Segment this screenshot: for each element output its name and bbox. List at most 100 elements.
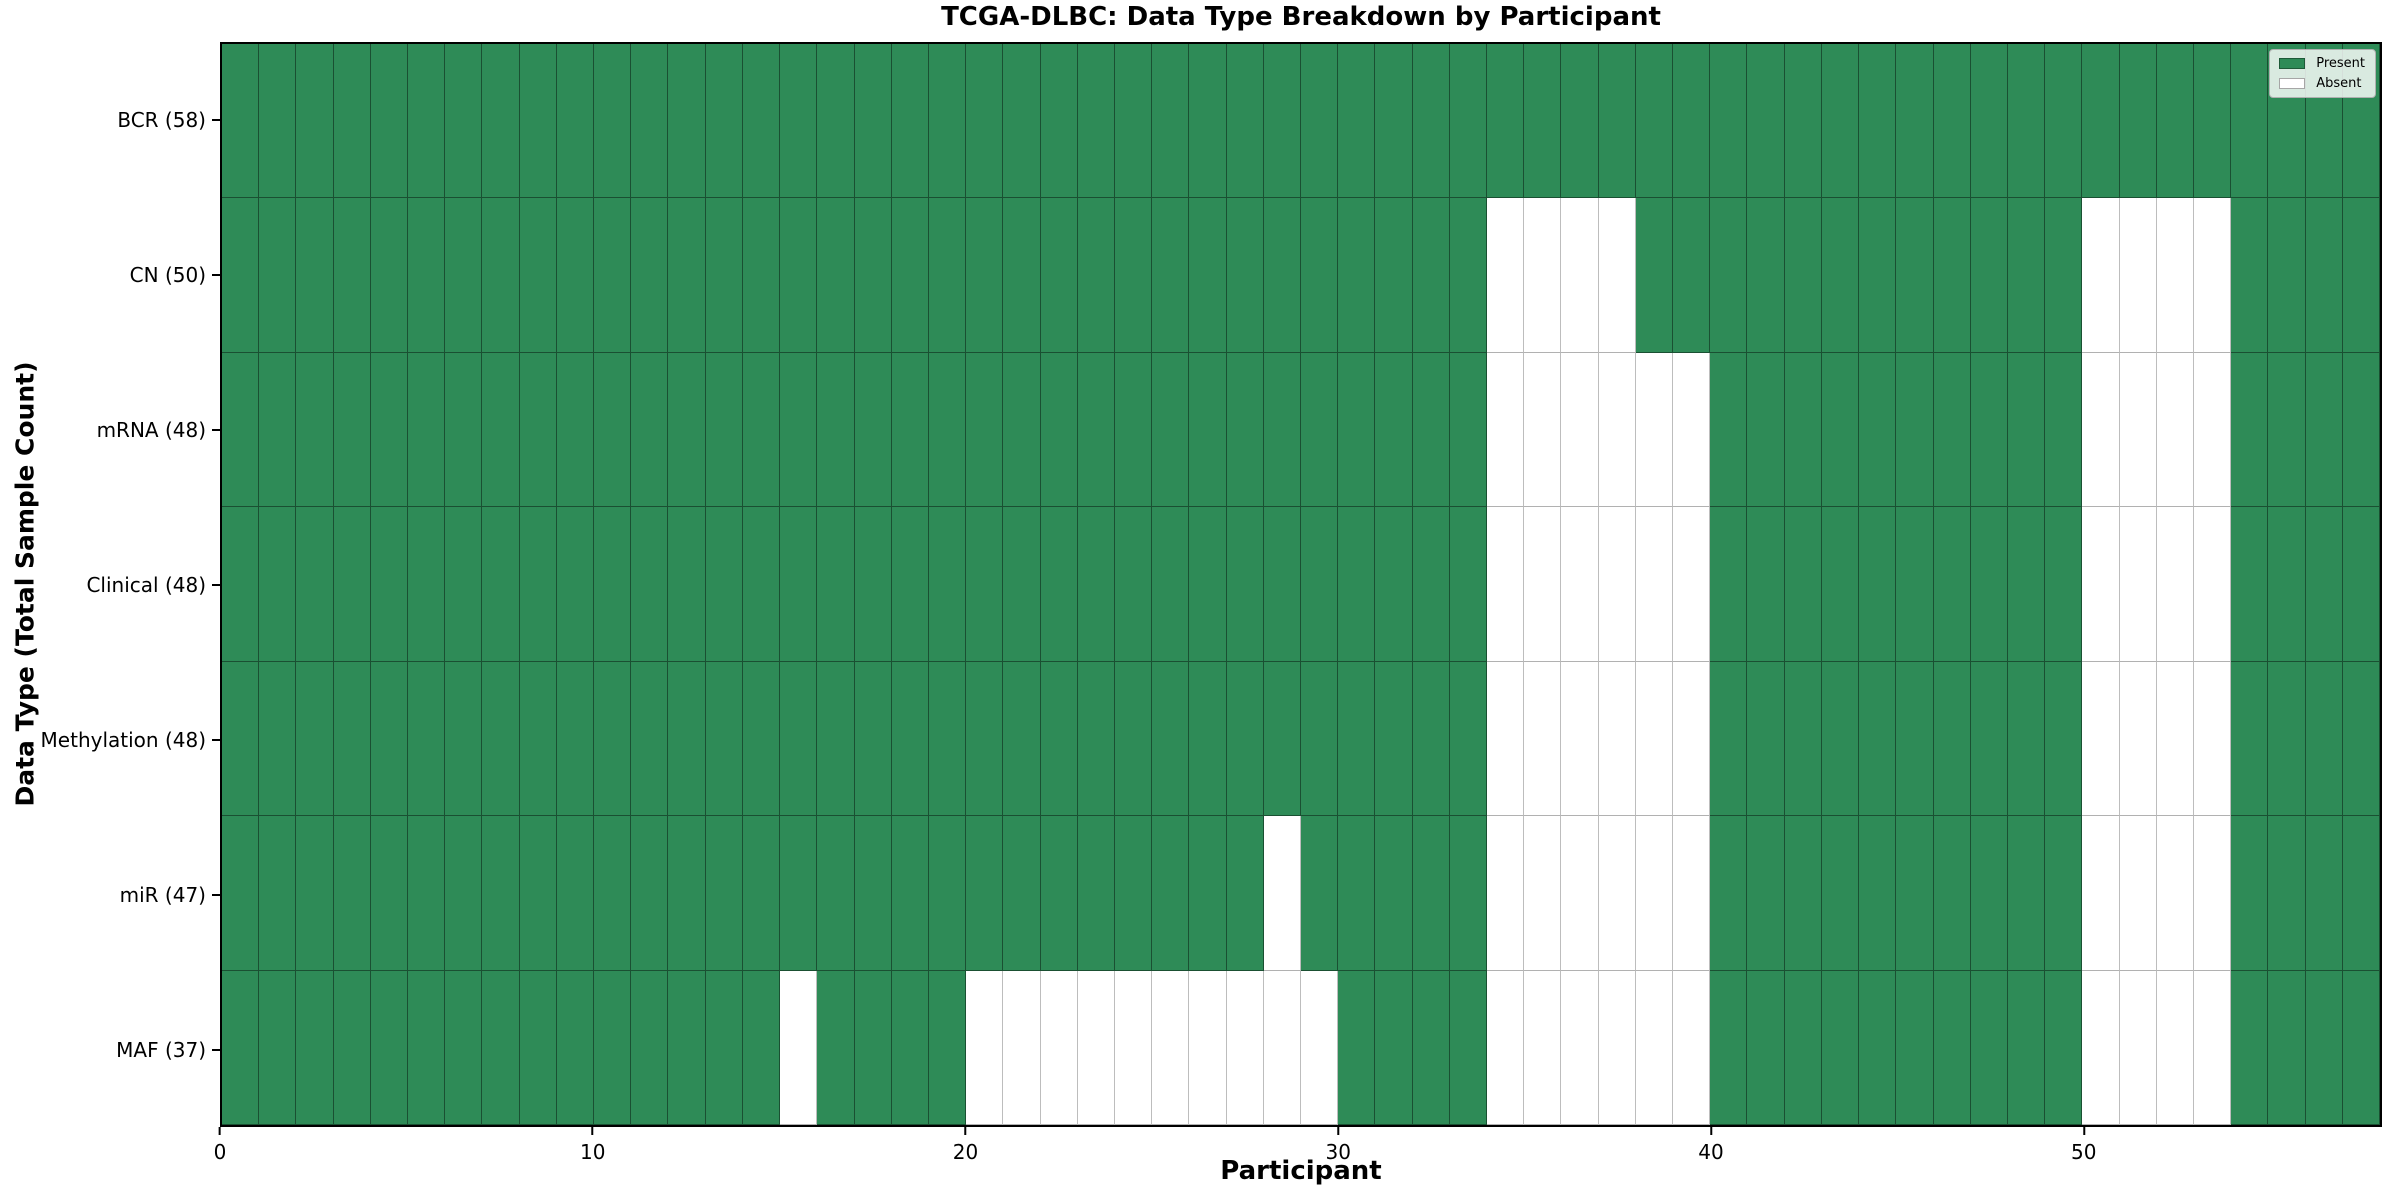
matrix-cell <box>2231 970 2269 1125</box>
matrix-cell <box>1933 970 1971 1125</box>
matrix-cell <box>333 44 371 199</box>
matrix-cell <box>2119 661 2157 817</box>
heatmap-grid <box>222 44 2380 1125</box>
matrix-cell <box>1189 198 1227 353</box>
matrix-cell <box>1524 44 1562 199</box>
matrix-cell <box>1152 816 1190 971</box>
matrix-cell <box>1077 970 1115 1125</box>
matrix-cell <box>1301 507 1339 662</box>
matrix-cell <box>1896 970 1934 1125</box>
matrix-cell <box>222 816 260 971</box>
matrix-cell <box>631 816 669 971</box>
matrix-cell <box>1747 44 1785 199</box>
matrix-cell <box>1970 816 2008 971</box>
matrix-cell <box>2268 352 2306 508</box>
x-tick-label: 20 <box>952 1140 979 1164</box>
matrix-cell <box>742 507 781 662</box>
matrix-cell <box>2119 816 2157 971</box>
x-tick-mark <box>218 1127 221 1135</box>
matrix-cell <box>1673 970 1711 1125</box>
matrix-cell <box>445 970 483 1125</box>
matrix-cell <box>928 507 967 662</box>
matrix-cell <box>1859 198 1897 353</box>
matrix-cell <box>1896 44 1934 199</box>
matrix-cell <box>2156 816 2194 971</box>
matrix-cell <box>370 507 409 662</box>
y-tick-mark <box>212 1048 220 1051</box>
matrix-cell <box>966 661 1004 817</box>
matrix-cell <box>1301 661 1339 817</box>
matrix-cell <box>1598 970 1636 1125</box>
matrix-cell <box>296 198 334 353</box>
matrix-cell <box>2305 198 2343 353</box>
matrix-cell <box>1487 970 1525 1125</box>
matrix-cell <box>1747 507 1785 662</box>
matrix-cell <box>2156 661 2194 817</box>
matrix-cell <box>1375 44 1413 199</box>
matrix-cell <box>333 198 371 353</box>
matrix-cell <box>1412 44 1450 199</box>
matrix-cell <box>1152 352 1190 508</box>
matrix-cell <box>1338 352 1376 508</box>
matrix-cell <box>2193 661 2232 817</box>
matrix-cell <box>1635 352 1674 508</box>
matrix-cell <box>1449 352 1488 508</box>
matrix-cell <box>1821 661 1860 817</box>
matrix-cell <box>445 198 483 353</box>
matrix-cell <box>854 816 892 971</box>
matrix-cell <box>259 507 297 662</box>
matrix-cell <box>1821 352 1860 508</box>
matrix-cell <box>259 198 297 353</box>
matrix-cell <box>1412 507 1450 662</box>
matrix-cell <box>817 507 855 662</box>
matrix-cell <box>1375 507 1413 662</box>
matrix-cell <box>482 198 520 353</box>
matrix-cell <box>2193 198 2232 353</box>
matrix-cell <box>780 661 818 817</box>
matrix-cell <box>2045 352 2083 508</box>
matrix-cell <box>1747 352 1785 508</box>
matrix-cell <box>1635 816 1674 971</box>
matrix-cell <box>780 198 818 353</box>
matrix-cell <box>1859 970 1897 1125</box>
x-tick: 20 <box>953 1127 978 1164</box>
matrix-cell <box>1003 661 1041 817</box>
matrix-cell <box>556 970 595 1125</box>
chart-title: TCGA-DLBC: Data Type Breakdown by Partic… <box>941 2 1661 32</box>
matrix-cell <box>668 507 706 662</box>
matrix-cell <box>2231 198 2269 353</box>
matrix-cell <box>2045 816 2083 971</box>
matrix-cell <box>891 507 929 662</box>
matrix-cell <box>445 816 483 971</box>
matrix-cell <box>1226 661 1264 817</box>
matrix-cell <box>1970 352 2008 508</box>
matrix-cell <box>1561 661 1599 817</box>
matrix-cell <box>891 352 929 508</box>
matrix-cell <box>296 816 334 971</box>
matrix-cell <box>1189 44 1227 199</box>
matrix-cell <box>1524 507 1562 662</box>
matrix-cell <box>1003 970 1041 1125</box>
matrix-cell <box>556 44 595 199</box>
matrix-cell <box>668 816 706 971</box>
x-tick: 50 <box>2071 1127 2097 1164</box>
matrix-cell <box>1338 507 1376 662</box>
matrix-cell <box>1933 507 1971 662</box>
matrix-cell <box>1524 816 1562 971</box>
matrix-cell <box>408 198 446 353</box>
matrix-cell <box>1859 507 1897 662</box>
matrix-cell <box>1152 507 1190 662</box>
matrix-cell <box>1710 44 1748 199</box>
matrix-cell <box>2007 198 2046 353</box>
matrix-cell <box>1859 44 1897 199</box>
matrix-cell <box>854 970 892 1125</box>
matrix-cell <box>2156 44 2194 199</box>
matrix-cell <box>1338 816 1376 971</box>
matrix-cell <box>408 661 446 817</box>
matrix-cell <box>1375 352 1413 508</box>
matrix-cell <box>1598 352 1636 508</box>
matrix-cell <box>1412 970 1450 1125</box>
matrix-cell <box>1263 198 1301 353</box>
matrix-cell <box>1859 661 1897 817</box>
x-tick-label: 10 <box>580 1140 606 1164</box>
